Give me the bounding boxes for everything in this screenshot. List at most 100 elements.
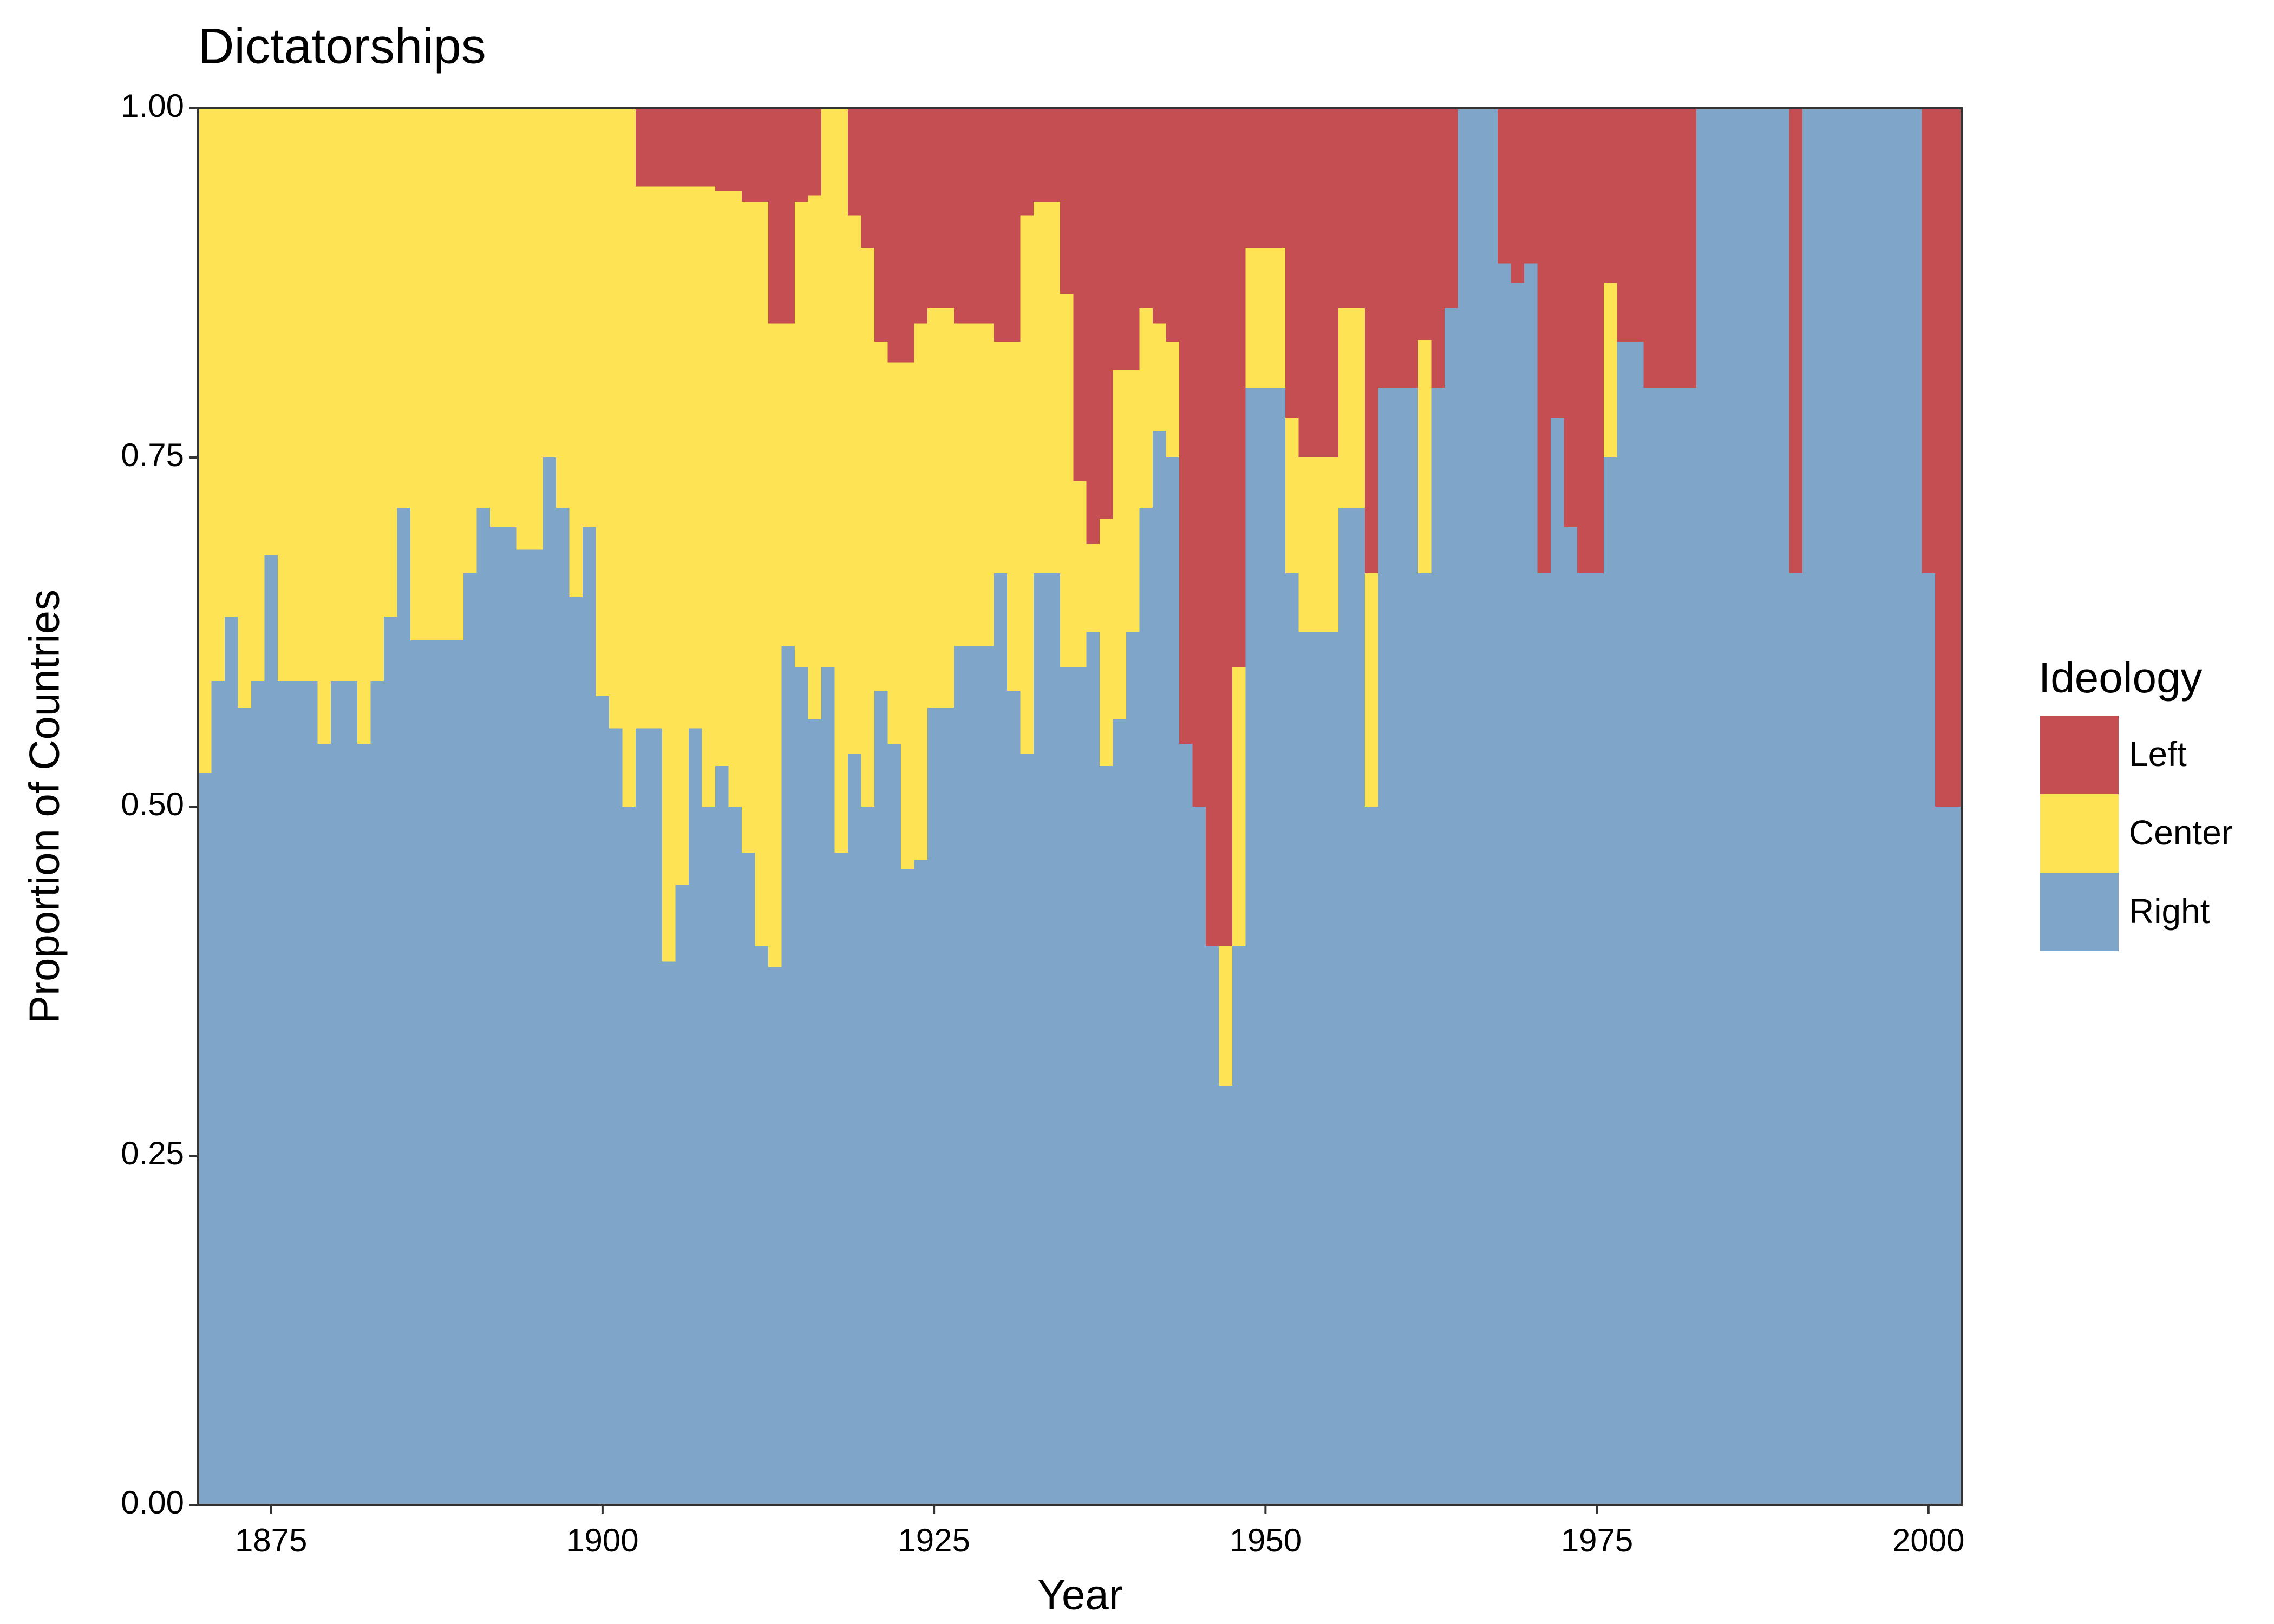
- bar-segment: [1272, 108, 1286, 248]
- bar-segment: [1417, 340, 1432, 574]
- bar-segment: [1365, 573, 1379, 807]
- bar-segment: [330, 680, 344, 1505]
- bar-segment: [662, 961, 676, 1505]
- bar-segment: [914, 323, 928, 860]
- bar-segment: [967, 323, 981, 646]
- bar-segment: [1577, 108, 1591, 574]
- bar-segment: [781, 108, 795, 324]
- x-tick-label: 1875: [235, 1522, 307, 1558]
- bar-segment: [1909, 108, 1923, 1505]
- bar-segment: [383, 617, 397, 1505]
- bar-segment: [317, 743, 331, 1505]
- bar-segment: [1245, 248, 1259, 388]
- legend-label: Right: [2129, 892, 2210, 931]
- bar-segment: [397, 507, 411, 1505]
- bar-segment: [887, 108, 901, 363]
- bar-segment: [1086, 632, 1100, 1505]
- bar-segment: [1086, 543, 1100, 632]
- bar-segment: [1444, 108, 1459, 308]
- bar-segment: [503, 108, 517, 527]
- bar-segment: [344, 680, 358, 1505]
- bar-segment: [1153, 323, 1167, 431]
- bar-segment: [330, 108, 344, 681]
- bar-segment: [1007, 690, 1021, 1505]
- bar-segment: [569, 597, 583, 1505]
- bar-segment: [1895, 108, 1909, 1505]
- bar-segment: [874, 690, 888, 1505]
- bar-segment: [1219, 946, 1233, 1086]
- bar-segment: [556, 507, 570, 1505]
- bar-segment: [1365, 807, 1379, 1505]
- bar-segment: [994, 341, 1008, 574]
- bar-segment: [450, 640, 464, 1505]
- bar-segment: [1139, 507, 1153, 1505]
- bar-segment: [715, 191, 729, 767]
- bar-segment: [1166, 457, 1180, 1505]
- bar-segment: [1630, 108, 1644, 342]
- bar-segment: [1166, 108, 1180, 342]
- legend-label: Left: [2129, 735, 2187, 774]
- bar-segment: [1245, 388, 1259, 1505]
- bar-segment: [530, 108, 544, 550]
- bar-segment: [1073, 667, 1087, 1505]
- bar-segment: [423, 640, 437, 1505]
- bar-segment: [1444, 307, 1459, 1505]
- bar-segment: [1723, 108, 1737, 1505]
- bar-segment: [914, 860, 928, 1505]
- bar-segment: [636, 108, 650, 187]
- bar-segment: [1047, 573, 1061, 1505]
- bar-segment: [1179, 743, 1193, 1505]
- bar-segment: [622, 807, 636, 1505]
- bar-segment: [304, 108, 318, 681]
- bar-segment: [1935, 807, 1949, 1505]
- bar-segment: [291, 680, 305, 1505]
- bar-segment: [530, 549, 544, 1505]
- bar-segment: [1139, 108, 1153, 308]
- bar-segment: [1802, 108, 1816, 1505]
- bar-segment: [1829, 108, 1843, 1505]
- bar-segment: [1391, 388, 1406, 1505]
- bar-segment: [1007, 108, 1021, 342]
- bar-segment: [1643, 388, 1657, 1505]
- bar-segment: [1630, 341, 1644, 1505]
- bar-segment: [887, 743, 901, 1505]
- bar-segment: [1378, 388, 1392, 1505]
- bar-segment: [808, 195, 822, 719]
- bar-segment: [1431, 108, 1445, 388]
- bar-segment: [715, 766, 729, 1505]
- bar-segment: [1948, 807, 1962, 1505]
- bar-segment: [410, 640, 424, 1505]
- bar-segment: [1417, 108, 1432, 340]
- bar-segment: [344, 108, 358, 681]
- bar-segment: [436, 108, 450, 640]
- bar-segment: [834, 853, 848, 1505]
- bar-segment: [1511, 283, 1525, 1505]
- bar-segment: [1232, 667, 1246, 946]
- bar-segment: [1590, 573, 1604, 1505]
- bar-segment: [847, 215, 862, 754]
- bar-segment: [1922, 108, 1936, 574]
- bar-segment: [980, 108, 994, 324]
- bar-segment: [1656, 108, 1670, 388]
- bar-segment: [1312, 108, 1326, 457]
- bar-segment: [211, 108, 225, 681]
- bar-segment: [264, 108, 278, 555]
- bar-segment: [516, 549, 530, 1505]
- y-tick-label: 0.00: [121, 1484, 184, 1521]
- bar-segment: [609, 108, 623, 729]
- bar-segment: [1033, 201, 1047, 574]
- bar-segment: [1113, 719, 1127, 1505]
- bar-segment: [1126, 370, 1140, 632]
- bar-segment: [1245, 108, 1259, 248]
- bar-segment: [1113, 370, 1127, 719]
- bar-segment: [1603, 283, 1617, 457]
- bar-segment: [1298, 457, 1312, 632]
- bar-segment: [1564, 108, 1578, 527]
- bar-segment: [1537, 573, 1551, 1505]
- bar-segment: [768, 323, 782, 967]
- bar-segment: [450, 108, 464, 640]
- bar-segment: [834, 108, 848, 853]
- bar-segment: [900, 869, 914, 1505]
- bar-segment: [675, 108, 689, 187]
